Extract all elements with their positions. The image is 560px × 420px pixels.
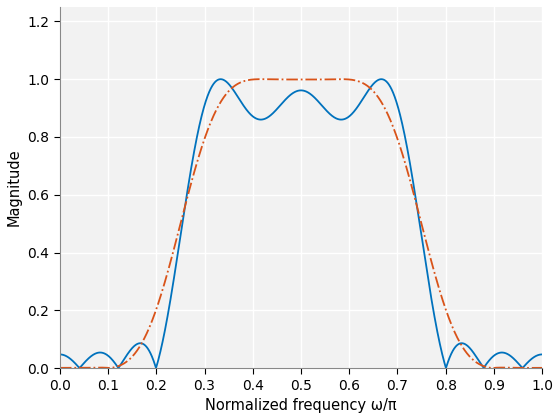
X-axis label: Normalized frequency ω/π: Normalized frequency ω/π <box>205 398 397 413</box>
Y-axis label: Magnitude: Magnitude <box>7 149 22 226</box>
